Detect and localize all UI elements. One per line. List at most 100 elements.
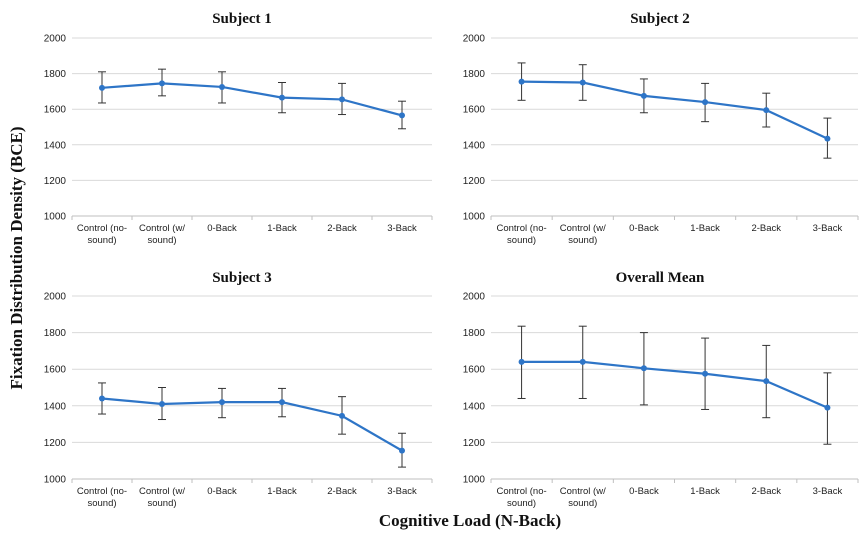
data-point bbox=[219, 399, 225, 406]
series-line bbox=[521, 80, 828, 140]
data-point bbox=[339, 412, 345, 419]
x-tick-label: Control (no-sound) bbox=[77, 486, 127, 509]
y-tick-label: 2000 bbox=[463, 34, 486, 45]
x-tick-label-line: sound) bbox=[147, 235, 176, 246]
x-tick-label-line: 0-Back bbox=[207, 486, 237, 497]
y-tick-label: 1600 bbox=[44, 105, 67, 116]
data-point bbox=[702, 99, 709, 106]
x-tick-label: 3-Back bbox=[813, 223, 843, 234]
series-line bbox=[521, 360, 828, 409]
x-tick-label: 0-Back bbox=[629, 223, 659, 234]
data-point bbox=[219, 83, 225, 90]
x-tick-label-line: Control (w/ bbox=[139, 486, 185, 497]
x-tick-label-line: 2-Back bbox=[327, 486, 357, 497]
x-tick-label-line: Control (no- bbox=[496, 486, 546, 497]
x-tick-label-line: 3-Back bbox=[813, 223, 843, 234]
data-point bbox=[518, 358, 525, 365]
y-tick-label: 2000 bbox=[463, 292, 486, 303]
y-tick-label: 1000 bbox=[463, 212, 486, 223]
y-tick-label: 1000 bbox=[44, 212, 67, 223]
data-point bbox=[99, 84, 105, 91]
x-tick-label-line: sound) bbox=[507, 235, 536, 246]
x-tick-label-line: 3-Back bbox=[387, 223, 417, 234]
data-point bbox=[159, 80, 165, 87]
x-tick-label: 3-Back bbox=[813, 486, 843, 497]
x-tick-label-line: 3-Back bbox=[813, 486, 843, 497]
x-tick-label-line: 1-Back bbox=[690, 223, 720, 234]
x-tick-label-line: 2-Back bbox=[327, 223, 357, 234]
x-tick-label-line: sound) bbox=[568, 498, 597, 509]
x-tick-label: 2-Back bbox=[751, 223, 781, 234]
x-tick-label-line: 1-Back bbox=[267, 223, 297, 234]
x-tick-label: 3-Back bbox=[387, 223, 417, 234]
x-tick-label: 1-Back bbox=[267, 486, 297, 497]
data-point bbox=[579, 358, 586, 365]
x-tick-label: 1-Back bbox=[690, 486, 720, 497]
data-point bbox=[279, 399, 285, 406]
x-axis-label: Cognitive Load (N-Back) bbox=[379, 511, 561, 530]
y-tick-label: 1200 bbox=[463, 176, 486, 187]
y-tick-label: 2000 bbox=[44, 292, 67, 303]
x-tick-label-line: Control (w/ bbox=[560, 223, 606, 234]
x-tick-label-line: Control (w/ bbox=[560, 486, 606, 497]
data-point bbox=[824, 135, 831, 142]
chart-panels: Subject 1 2000 1800 1600 1400 1200 1000 Control… bbox=[44, 11, 859, 509]
y-tick-label: 1200 bbox=[44, 176, 67, 187]
x-tick-label-line: 3-Back bbox=[387, 486, 417, 497]
x-tick-label-line: 2-Back bbox=[751, 223, 781, 234]
y-tick-label: 1200 bbox=[44, 438, 67, 449]
data-point bbox=[99, 395, 105, 402]
x-tick-label-line: sound) bbox=[87, 235, 116, 246]
y-tick-label: 1400 bbox=[44, 401, 67, 412]
chart-panel: Subject 2 2000 1800 1600 1400 1200 1000 Control… bbox=[463, 11, 859, 246]
x-tick-label: 1-Back bbox=[690, 223, 720, 234]
x-tick-label: Control (w/sound) bbox=[139, 223, 185, 246]
x-tick-label-line: 0-Back bbox=[207, 223, 237, 234]
data-point bbox=[399, 112, 405, 119]
chart-panel: Subject 3 2000 1800 1600 1400 1200 1000 Control… bbox=[44, 270, 433, 509]
data-point bbox=[159, 400, 165, 407]
y-tick-label: 1800 bbox=[463, 69, 486, 80]
x-tick-label: 0-Back bbox=[207, 486, 237, 497]
chart-title: Subject 3 bbox=[212, 270, 272, 286]
y-tick-label: 1400 bbox=[463, 140, 486, 151]
x-tick-label-line: Control (no- bbox=[77, 223, 127, 234]
data-point bbox=[824, 404, 831, 411]
series-line bbox=[101, 397, 403, 452]
x-tick-label-line: sound) bbox=[87, 498, 116, 509]
data-point bbox=[640, 92, 647, 99]
x-tick-label: Control (no-sound) bbox=[496, 223, 546, 246]
x-tick-label: Control (w/sound) bbox=[560, 223, 606, 246]
x-tick-label: Control (no-sound) bbox=[496, 486, 546, 509]
data-point bbox=[518, 78, 525, 85]
chart-title: Subject 2 bbox=[630, 11, 690, 27]
x-tick-label: Control (w/sound) bbox=[139, 486, 185, 509]
x-tick-label: 3-Back bbox=[387, 486, 417, 497]
x-tick-label: 2-Back bbox=[327, 486, 357, 497]
data-point bbox=[702, 370, 709, 377]
x-tick-label-line: 0-Back bbox=[629, 223, 659, 234]
y-tick-label: 1600 bbox=[463, 365, 486, 376]
chart-panel: Overall Mean 2000 1800 1600 1400 1200 1000 Cont… bbox=[463, 270, 859, 509]
x-tick-label: Control (w/sound) bbox=[560, 486, 606, 509]
x-tick-label: 2-Back bbox=[751, 486, 781, 497]
x-tick-label-line: Control (no- bbox=[77, 486, 127, 497]
y-tick-label: 1200 bbox=[463, 438, 486, 449]
x-tick-label: 0-Back bbox=[207, 223, 237, 234]
y-tick-label: 1400 bbox=[463, 401, 486, 412]
x-tick-label: Control (no-sound) bbox=[77, 223, 127, 246]
y-tick-label: 1800 bbox=[463, 328, 486, 339]
y-tick-label: 1000 bbox=[463, 475, 486, 486]
y-axis-label: Fixation Distribution Density (BCE) bbox=[7, 126, 26, 389]
series-line bbox=[101, 82, 403, 117]
data-point bbox=[279, 94, 285, 101]
x-tick-label-line: Control (no- bbox=[496, 223, 546, 234]
x-tick-label-line: 1-Back bbox=[690, 486, 720, 497]
y-tick-label: 1600 bbox=[463, 105, 486, 116]
x-tick-label-line: sound) bbox=[147, 498, 176, 509]
x-tick-label: 2-Back bbox=[327, 223, 357, 234]
chart-title: Subject 1 bbox=[212, 11, 272, 27]
data-point bbox=[763, 378, 770, 385]
data-point bbox=[339, 96, 345, 103]
